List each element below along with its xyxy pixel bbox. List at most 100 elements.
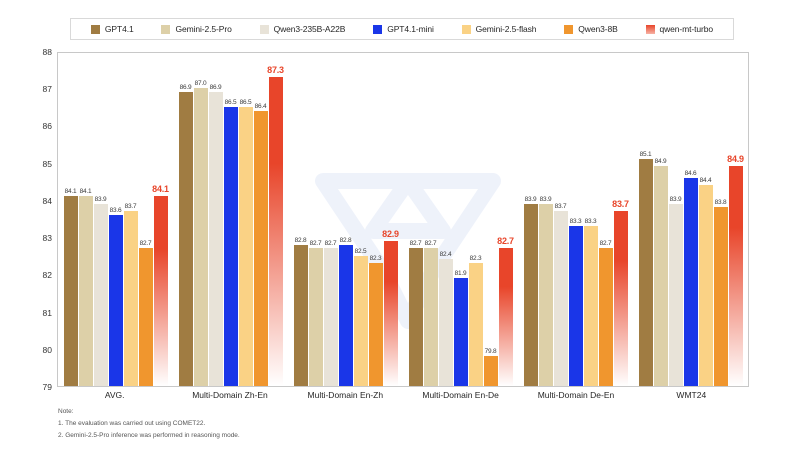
bar-value-label: 82.7 — [409, 240, 422, 248]
bar-value-label: 82.8 — [294, 236, 307, 244]
bar[interactable]: 84.1 — [63, 188, 78, 386]
bar[interactable]: 82.3 — [468, 255, 483, 386]
y-tick-label: 83 — [42, 233, 52, 244]
y-tick-label: 79 — [42, 382, 52, 392]
bar-value-label: 82.3 — [369, 255, 382, 263]
bar-value-label: 83.9 — [539, 195, 552, 203]
bar[interactable]: 82.7 — [308, 240, 323, 386]
bar[interactable]: 83.9 — [523, 196, 538, 386]
legend-item[interactable]: Qwen3-8B — [564, 24, 618, 34]
note-title: Note: — [58, 408, 74, 415]
bar-value-label: 84.9 — [727, 154, 744, 165]
bar[interactable]: 83.3 — [583, 218, 598, 386]
bar[interactable]: 86.4 — [253, 103, 268, 386]
bar[interactable]: 84.9 — [653, 158, 668, 386]
bar-group: 82.7 82.7 82.4 81.9 82.3 79.8 82.7 — [403, 53, 518, 386]
x-axis-label: WMT24 — [676, 390, 707, 400]
bar-group: 86.9 87.0 86.9 86.5 86.5 86.4 87.3 — [173, 53, 288, 386]
bar-value-label: 83.9 — [669, 195, 682, 203]
bar-value-label: 83.7 — [612, 199, 629, 210]
bar[interactable]: 84.1 — [152, 184, 169, 386]
x-axis-label: Multi-Domain En-Zh — [307, 390, 384, 400]
legend-label: GPT4.1-mini — [387, 24, 434, 34]
x-axis-label: Multi-Domain Zh-En — [192, 390, 268, 400]
bar[interactable]: 82.7 — [497, 236, 514, 386]
bar[interactable]: 85.1 — [638, 151, 653, 386]
bar-value-label: 83.3 — [584, 217, 597, 225]
y-tick-label: 85 — [42, 158, 52, 169]
bar[interactable]: 84.6 — [683, 170, 698, 386]
y-tick-label: 87 — [42, 84, 52, 95]
legend-item[interactable]: qwen-mt-turbo — [645, 24, 713, 34]
chart-note: Note: 1. The evaluation was carried out … — [58, 406, 240, 442]
x-axis-label: Multi-Domain En-De — [422, 390, 499, 400]
bar-value-label: 83.9 — [94, 195, 107, 203]
bar[interactable]: 86.5 — [223, 99, 238, 386]
note-line-1: 1. The evaluation was carried out using … — [58, 420, 206, 428]
bar[interactable]: 84.1 — [78, 188, 93, 386]
bar[interactable]: 83.9 — [538, 196, 553, 386]
bar-value-label: 85.1 — [639, 150, 652, 158]
bar-value-label: 84.4 — [699, 177, 712, 184]
bar[interactable]: 86.5 — [238, 99, 253, 386]
bar[interactable]: 87.0 — [193, 80, 208, 386]
bar[interactable]: 84.9 — [727, 154, 744, 386]
legend-item[interactable]: GPT4.1 — [90, 24, 134, 34]
bar[interactable]: 82.5 — [353, 248, 368, 386]
bar[interactable]: 82.7 — [598, 240, 613, 386]
bar[interactable]: 82.3 — [368, 255, 383, 386]
bar[interactable]: 83.9 — [93, 196, 108, 386]
bar-value-label: 82.7 — [497, 236, 514, 247]
legend-label: GPT4.1 — [104, 24, 134, 34]
bar-value-label: 83.8 — [714, 199, 727, 207]
legend-item[interactable]: GPT4.1-mini — [373, 24, 434, 34]
bar-value-label: 83.3 — [569, 217, 582, 225]
bar-value-label: 79.8 — [484, 348, 497, 356]
y-tick-label: 82 — [42, 270, 52, 281]
bar-value-label: 83.6 — [109, 206, 122, 214]
bar[interactable]: 82.7 — [138, 240, 153, 386]
legend-swatch-icon — [373, 24, 383, 34]
bar-value-label: 84.1 — [152, 184, 169, 195]
bar[interactable]: 82.8 — [293, 237, 308, 386]
x-axis-label: AVG. — [104, 390, 125, 400]
bar-group: 84.1 84.1 83.9 83.6 83.7 82.7 84.1 — [58, 53, 173, 386]
y-tick-label: 88 — [42, 47, 52, 57]
bar-value-label: 82.7 — [309, 240, 322, 248]
legend-item[interactable]: Qwen3-235B-A22B — [259, 24, 345, 34]
bar-value-label: 86.9 — [179, 83, 192, 91]
bar-value-label: 82.3 — [469, 255, 482, 263]
x-axis-label: Multi-Domain De-En — [537, 390, 615, 400]
legend-item[interactable]: Gemini-2.5-Pro — [161, 24, 232, 34]
bar[interactable]: 81.9 — [453, 270, 468, 386]
legend-label: Gemini-2.5-flash — [475, 24, 537, 34]
y-tick-label: 86 — [42, 121, 52, 132]
bar[interactable]: 82.8 — [338, 237, 353, 386]
bar[interactable]: 83.8 — [713, 199, 728, 386]
bar[interactable]: 82.9 — [382, 229, 399, 386]
bar-value-label: 82.7 — [424, 240, 437, 248]
bar-value-label: 84.1 — [64, 188, 77, 196]
bar-value-label: 83.9 — [524, 195, 537, 203]
y-tick-label: 81 — [42, 307, 52, 318]
legend-item[interactable]: Gemini-2.5-flash — [461, 24, 537, 34]
bar[interactable]: 82.4 — [438, 251, 453, 386]
bar-value-label: 87.0 — [194, 80, 207, 88]
bar[interactable]: 84.4 — [698, 177, 713, 386]
bar[interactable]: 87.3 — [267, 65, 284, 386]
bar[interactable]: 83.7 — [553, 203, 568, 386]
x-axis-labels: AVG. Multi-Domain Zh-En Multi-Domain En-Zh… — [57, 390, 749, 406]
bar[interactable]: 83.3 — [568, 218, 583, 386]
bar[interactable]: 83.6 — [108, 207, 123, 386]
bar[interactable]: 83.7 — [123, 203, 138, 386]
bar[interactable]: 86.9 — [178, 84, 193, 386]
bar[interactable]: 82.7 — [423, 240, 438, 386]
chart-legend: GPT4.1 Gemini-2.5-Pro Qwen3-235B-A22B GPT4.… — [70, 18, 734, 40]
bar[interactable]: 83.9 — [668, 196, 683, 386]
bar[interactable]: 82.7 — [408, 240, 423, 386]
bar[interactable]: 82.7 — [323, 240, 338, 386]
bar[interactable]: 83.7 — [612, 199, 629, 386]
bar-value-label: 82.7 — [139, 240, 152, 248]
bar[interactable]: 79.8 — [483, 348, 498, 386]
bar[interactable]: 86.9 — [208, 84, 223, 386]
